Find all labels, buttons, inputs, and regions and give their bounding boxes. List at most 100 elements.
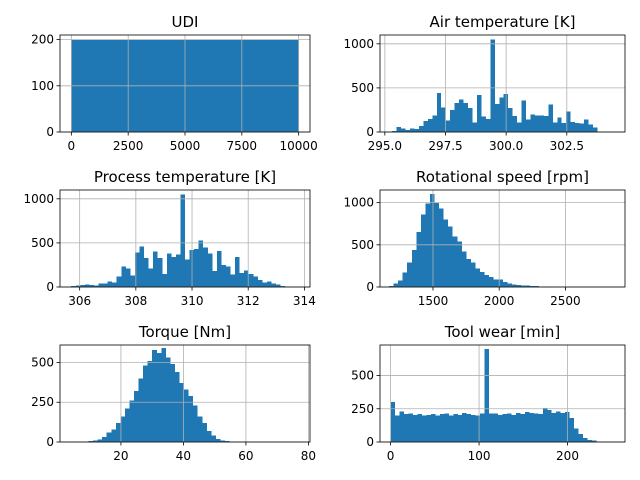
- subplot-2: 295.0 297.5 300.0 302.5 0 500 1000 Air temperat…: [343, 13, 626, 153]
- histogram-bar: [414, 128, 419, 132]
- histogram-bar: [184, 389, 189, 442]
- histogram-bar: [216, 250, 222, 287]
- histogram-bar: [463, 102, 468, 132]
- histogram-bar: [547, 410, 552, 442]
- histogram-bar: [423, 120, 428, 132]
- histogram-bar: [156, 352, 162, 442]
- histogram-bar: [462, 412, 467, 442]
- x-tick-label: 1500: [418, 294, 449, 308]
- x-tick-label: 200: [556, 449, 579, 463]
- histogram-bar: [89, 285, 94, 287]
- y-tick-label: 1000: [343, 196, 374, 210]
- histogram-bar: [418, 125, 424, 132]
- histogram-bar: [393, 283, 399, 287]
- histogram-bar: [515, 412, 521, 442]
- histogram-bar: [506, 413, 512, 442]
- histogram-bar: [143, 365, 148, 442]
- histogram-bar: [475, 268, 481, 287]
- histogram-bar: [566, 111, 571, 132]
- histogram-bar: [417, 414, 422, 442]
- histogram-bar: [134, 252, 140, 287]
- histogram-bar: [436, 93, 442, 132]
- axes-frame: [379, 189, 626, 288]
- histogram-bar: [148, 268, 154, 287]
- histogram-bar: [470, 262, 476, 287]
- histogram-bar: [493, 413, 499, 442]
- histogram-bar: [202, 422, 207, 442]
- histogram-bar: [125, 268, 131, 287]
- histogram-bar: [75, 285, 81, 287]
- histogram-bar: [516, 284, 521, 287]
- histogram-bar: [468, 108, 473, 132]
- x-tick-label: 0: [387, 449, 395, 463]
- y-tick-label: 500: [351, 369, 374, 383]
- histogram-bar: [401, 128, 406, 132]
- histogram-bar: [193, 405, 198, 442]
- histogram-bar: [98, 283, 104, 287]
- histogram-bar: [411, 249, 417, 287]
- chart-title: Torque [Nm]: [138, 323, 231, 341]
- histogram-bar: [71, 286, 76, 287]
- histogram-bar: [138, 378, 144, 442]
- histogram-bar: [480, 413, 485, 442]
- y-tick-label: 200: [31, 33, 54, 47]
- histogram-bar: [220, 440, 226, 442]
- histogram-bar: [493, 279, 499, 287]
- histogram-bar: [448, 415, 454, 442]
- histogram-bar: [592, 127, 598, 132]
- histogram-bar: [439, 208, 444, 287]
- x-tick-label: 10000: [280, 139, 318, 153]
- histogram-bar: [452, 236, 458, 287]
- histogram-bar: [106, 432, 112, 442]
- histogram-bar: [443, 219, 449, 287]
- histogram-bar: [551, 412, 557, 442]
- histogram-bar: [588, 124, 593, 132]
- histogram-bar: [552, 122, 558, 132]
- histogram-bar: [575, 123, 580, 132]
- histogram-bar: [389, 286, 394, 287]
- histogram-bar: [171, 257, 176, 287]
- histogram-bar: [561, 123, 567, 132]
- histogram-bar: [170, 364, 175, 442]
- histogram-bar: [416, 232, 421, 287]
- histogram-bar: [409, 128, 415, 132]
- histogram-bar: [197, 416, 203, 442]
- histogram-bar: [525, 285, 531, 287]
- histogram-bar: [494, 103, 500, 132]
- histogram-bar: [538, 414, 543, 442]
- histogram-bar: [80, 285, 85, 287]
- histogram-bar: [130, 275, 135, 287]
- histogram-bar: [203, 247, 208, 287]
- histogram-bar: [399, 411, 405, 442]
- x-tick-label: 20: [113, 449, 128, 463]
- histogram-bar: [111, 429, 116, 442]
- histogram-bar: [421, 415, 427, 442]
- histogram-bar: [485, 118, 491, 132]
- histogram-bar: [390, 402, 396, 442]
- histogram-bar: [425, 203, 430, 287]
- histogram-bar: [152, 349, 157, 442]
- histogram-bar: [266, 281, 272, 287]
- y-tick-label: 0: [366, 125, 374, 139]
- histogram-bar: [280, 286, 286, 287]
- y-tick-label: 0: [366, 435, 374, 449]
- histogram-bar: [179, 383, 185, 442]
- histogram-bar: [206, 430, 212, 442]
- histogram-bar: [194, 249, 199, 287]
- histogram-bar: [530, 286, 535, 287]
- histogram-bar: [398, 280, 403, 287]
- histogram-bar: [466, 414, 472, 442]
- x-tick-label: 80: [301, 449, 316, 463]
- histogram-bar: [407, 262, 412, 287]
- histogram-bar: [457, 241, 462, 287]
- histogram-bar: [115, 422, 121, 442]
- histogram-bar: [97, 439, 103, 442]
- subplot-4: 1500 2000 2500 0 500 1000 Rotational speed [rp…: [343, 168, 626, 308]
- histogram-bar: [221, 264, 226, 287]
- histogram-bar: [461, 251, 467, 287]
- histogram-bar: [147, 360, 153, 442]
- histogram-bar: [450, 109, 455, 132]
- histogram-bar: [248, 273, 254, 287]
- histogram-bar: [569, 418, 575, 442]
- y-tick-label: 0: [366, 280, 374, 294]
